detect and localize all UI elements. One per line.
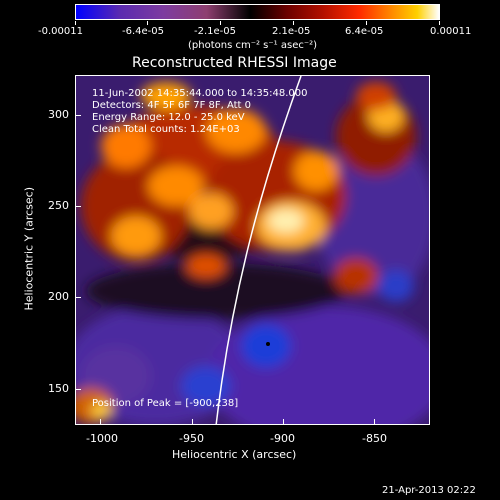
colorbar-tick xyxy=(220,21,221,25)
solar-limb xyxy=(215,76,302,424)
info-detectors: Detectors: 4F 5F 6F 7F 8F, Att 0 xyxy=(92,100,252,111)
x-tick-label: -1000 xyxy=(86,432,118,445)
x-axis-label: Heliocentric X (arcsec) xyxy=(172,448,297,461)
x-tick xyxy=(374,419,375,425)
y-tick-label: 150 xyxy=(48,382,69,395)
x-tick-label: -850 xyxy=(362,432,387,445)
y-axis-label: Heliocentric Y (arcsec) xyxy=(22,186,36,311)
colorbar-tick xyxy=(147,21,148,25)
colorbar-label: -2.1e-05 xyxy=(194,26,236,37)
x-tick xyxy=(192,419,193,425)
colorbar-label: -6.4e-05 xyxy=(122,26,164,37)
colorbar-label: 6.4e-05 xyxy=(345,26,384,37)
colorbar-unit: (photons cm⁻² s⁻¹ asec⁻²) xyxy=(188,40,318,51)
colorbar-label: -0.00011 xyxy=(38,26,83,37)
plot-title: Reconstructed RHESSI Image xyxy=(132,55,337,71)
info-time: 11-Jun-2002 14:35:44.000 to 14:35:48.000 xyxy=(92,88,308,99)
peak-position: Position of Peak = [-900,238] xyxy=(92,398,239,409)
x-tick-label: -900 xyxy=(270,432,295,445)
y-tick xyxy=(75,115,81,116)
y-tick-label: 250 xyxy=(48,199,69,212)
y-tick-label: 200 xyxy=(48,290,69,303)
timestamp: 21-Apr-2013 02:22 xyxy=(382,485,476,496)
colorbar-tick xyxy=(439,21,440,25)
x-tick xyxy=(283,419,284,425)
y-tick-label: 300 xyxy=(48,108,69,121)
colorbar-tick xyxy=(366,21,367,25)
y-tick xyxy=(75,206,81,207)
rhessi-image xyxy=(75,75,430,425)
colorbar-label: 2.1e-05 xyxy=(272,26,311,37)
peak-marker xyxy=(266,342,270,346)
info-algorithm: Clean Total counts: 1.24E+03 xyxy=(92,124,240,135)
image-canvas xyxy=(76,76,429,424)
x-tick xyxy=(100,419,101,425)
y-tick xyxy=(75,297,81,298)
colorbar-tick xyxy=(75,21,76,25)
x-tick-label: -950 xyxy=(179,432,204,445)
info-energy: Energy Range: 12.0 - 25.0 keV xyxy=(92,112,245,123)
colorbar-tick xyxy=(293,21,294,25)
y-tick xyxy=(75,389,81,390)
colorbar xyxy=(75,4,440,20)
colorbar-label: 0.00011 xyxy=(430,26,472,37)
